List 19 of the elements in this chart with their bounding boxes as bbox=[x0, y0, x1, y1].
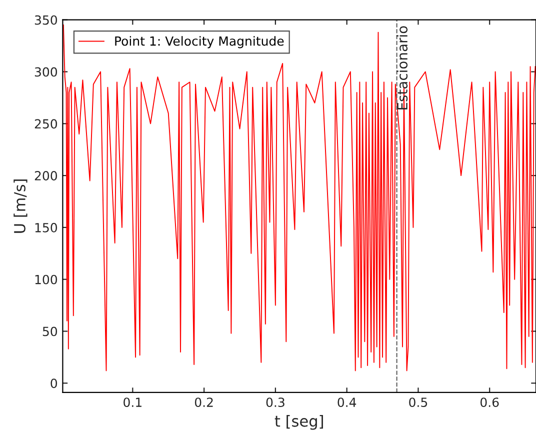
line-series bbox=[62, 24, 536, 372]
x-tick-label: 0.1 bbox=[124, 398, 142, 408]
x-tick-label: 0.5 bbox=[409, 398, 428, 408]
ref-line-label: Estacionario bbox=[396, 26, 408, 110]
x-tick-label: 0.6 bbox=[480, 398, 499, 408]
x-tick-label: 0.4 bbox=[338, 398, 356, 408]
y-tick-label: 0 bbox=[50, 378, 58, 388]
y-tick-label: 350 bbox=[34, 15, 58, 25]
x-tick-label: 0.3 bbox=[266, 398, 284, 408]
y-axis-title: U [m/s] bbox=[14, 180, 28, 233]
y-tick-label: 300 bbox=[34, 67, 58, 77]
y-tick-label: 150 bbox=[35, 222, 58, 232]
y-tick-label: 50 bbox=[42, 326, 58, 336]
y-tick-label: 200 bbox=[34, 171, 58, 180]
x-tick-label: 0.2 bbox=[194, 398, 213, 408]
y-tick-label: 100 bbox=[35, 274, 58, 284]
x-axis-title: t [seg] bbox=[274, 415, 323, 430]
y-tick-label: 250 bbox=[34, 119, 58, 129]
series-label: Point 1: Velocity Magnitude bbox=[115, 36, 284, 48]
